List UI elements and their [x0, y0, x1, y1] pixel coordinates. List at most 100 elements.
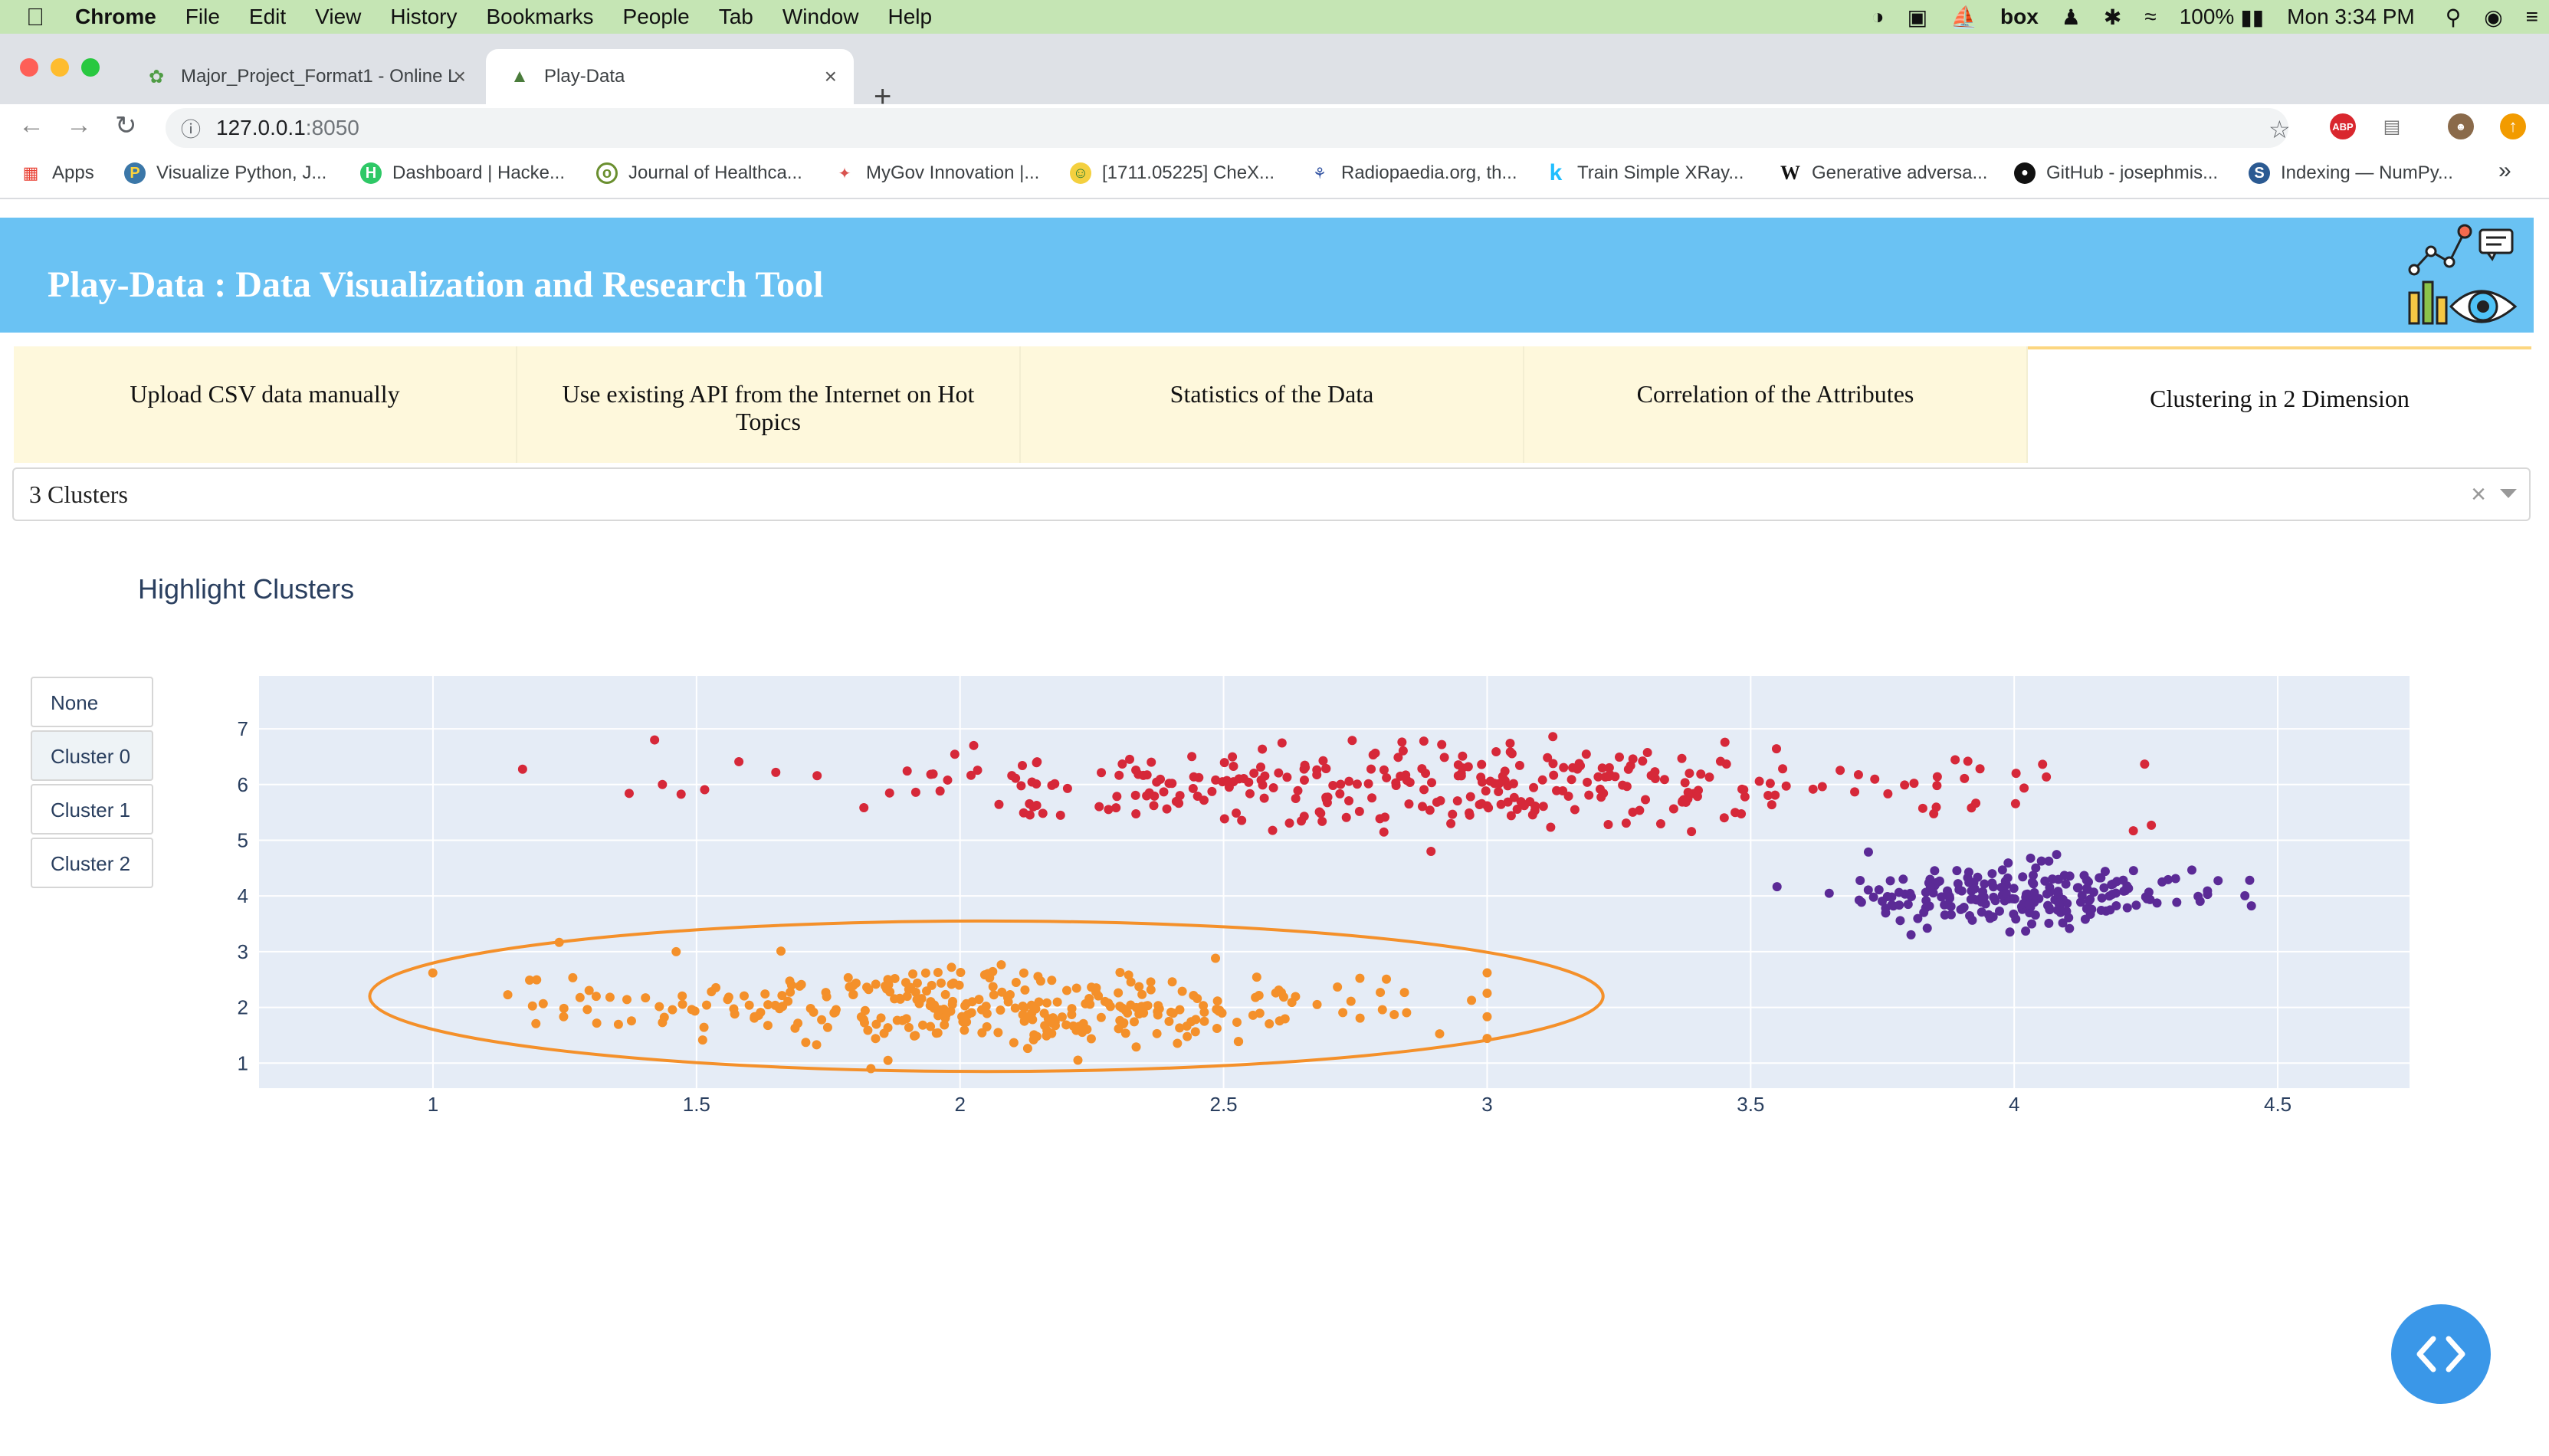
scatter-point-purple — [1905, 888, 1915, 898]
code-toggle-button[interactable] — [2391, 1304, 2491, 1404]
menu-chrome[interactable]: Chrome — [57, 5, 156, 28]
docker-icon[interactable]: ⛵ — [1950, 5, 1977, 29]
teams-icon[interactable]: ♟ — [2061, 5, 2081, 29]
scatter-point-red — [1527, 810, 1537, 820]
tab-clustering-2d[interactable]: Clustering in 2 Dimension — [2028, 346, 2531, 463]
bookmark-mygov[interactable]: ✦ MyGov Innovation |... — [834, 162, 1040, 184]
menu-history[interactable]: History — [372, 5, 457, 28]
bluetooth-icon[interactable]: ✱ — [2103, 5, 2122, 29]
forward-arrow-icon[interactable]: → — [66, 110, 92, 139]
scatter-point-orange — [776, 946, 786, 956]
scatter-point-purple — [2122, 903, 2132, 913]
highlight-cluster-2-button[interactable]: Cluster 2 — [31, 838, 153, 888]
scatter-point-orange — [929, 1003, 939, 1013]
window-close-button[interactable] — [20, 58, 38, 77]
site-info-icon[interactable]: ⓘ — [181, 117, 202, 141]
box-icon[interactable]: box — [2000, 5, 2039, 28]
update-icon[interactable]: ↑ — [2500, 113, 2526, 139]
bookmark-radiopaedia[interactable]: ⚘ Radiopaedia.org, th... — [1309, 162, 1517, 184]
bookmark-arxiv-chexnet[interactable]: ☺ [1711.05225] CheX... — [1070, 162, 1274, 184]
scatter-point-orange — [1382, 974, 1392, 984]
creative-cloud-icon[interactable]: ◑ — [1871, 5, 1885, 28]
bookmarks-bar: ▦ Apps P Visualize Python, J... H Dashbo… — [0, 152, 2549, 199]
spotlight-search-icon[interactable]: ⚲ — [2445, 5, 2462, 29]
scatter-point-purple — [2031, 863, 2041, 873]
scatter-point-red — [859, 802, 869, 812]
tab-upload-csv[interactable]: Upload CSV data manually — [14, 346, 517, 463]
scatter-point-orange — [914, 999, 924, 1008]
scatter-point-purple — [2024, 900, 2034, 910]
scatter-point-red — [1603, 820, 1613, 830]
adblock-plus-icon[interactable]: ABP — [2330, 113, 2356, 139]
apple-menu-icon[interactable]:  — [26, 3, 44, 31]
menu-edit[interactable]: Edit — [230, 5, 286, 28]
tab-close-icon[interactable]: × — [453, 64, 466, 88]
battery-icon[interactable]: ▮▮ — [2240, 5, 2265, 29]
menu-tab[interactable]: Tab — [700, 5, 753, 28]
bookmark-hackerrank[interactable]: H Dashboard | Hacke... — [360, 162, 565, 184]
scatter-point-orange — [1212, 1024, 1222, 1034]
scatter-point-red — [1604, 772, 1614, 782]
scatter-point-red — [1570, 805, 1580, 815]
scatter-point-red — [1917, 803, 1927, 813]
scatter-point-red — [1375, 814, 1385, 824]
scatter-point-orange — [1020, 985, 1030, 995]
bookmark-numpy-indexing[interactable]: S Indexing — NumPy... — [2249, 162, 2453, 184]
browser-tab-play-data[interactable]: ▲ Play-Data × — [486, 49, 854, 104]
scatter-point-orange — [906, 982, 916, 992]
scatter-point-red — [1284, 818, 1294, 828]
back-arrow-icon[interactable]: ← — [18, 110, 44, 139]
window-zoom-button[interactable] — [81, 58, 100, 77]
bookmark-visualize-python[interactable]: P Visualize Python, J... — [124, 162, 326, 184]
menu-bookmarks[interactable]: Bookmarks — [467, 5, 593, 28]
clear-selection-icon[interactable]: × — [2471, 479, 2486, 509]
screen-share-icon[interactable]: ▣ — [1907, 5, 1928, 29]
bookmark-github[interactable]: ● GitHub - josephmis... — [2014, 162, 2218, 184]
reload-icon[interactable]: ↻ — [115, 111, 137, 140]
scatter-point-red — [1509, 792, 1519, 802]
highlight-cluster-1-button[interactable]: Cluster 1 — [31, 784, 153, 835]
wifi-icon[interactable]: ≈ — [2144, 5, 2157, 28]
profile-avatar[interactable]: ☻ — [2448, 113, 2474, 139]
highlight-cluster-0-button[interactable]: Cluster 0 — [31, 730, 153, 781]
tab-close-icon[interactable]: × — [824, 64, 837, 88]
scatter-point-orange — [1212, 1005, 1222, 1015]
window-minimize-button[interactable] — [51, 58, 69, 77]
bookmark-apps[interactable]: ▦ Apps — [20, 162, 94, 184]
analytics-extension-icon[interactable]: ▤ — [2379, 113, 2405, 139]
scatter-point-orange — [1166, 1007, 1176, 1017]
menu-view[interactable]: View — [297, 5, 361, 28]
scatter-point-purple — [2195, 897, 2205, 907]
cluster-count-dropdown[interactable]: 3 Clusters × — [12, 467, 2531, 521]
tab-correlation[interactable]: Correlation of the Attributes — [1524, 346, 2028, 463]
scatter-point-red — [1398, 746, 1408, 756]
siri-icon[interactable]: ◉ — [2484, 5, 2503, 29]
menu-window[interactable]: Window — [763, 5, 859, 28]
menu-people[interactable]: People — [604, 5, 690, 28]
scatter-point-purple — [2119, 886, 2129, 896]
bookmark-journal-healthcare[interactable]: o Journal of Healthca... — [596, 162, 802, 184]
scatter-point-red — [1366, 764, 1376, 774]
clock[interactable]: Mon 3:34 PM — [2287, 5, 2415, 28]
scatter-point-purple — [2009, 894, 2019, 904]
scatter-point-orange — [1091, 983, 1101, 993]
scatter-point-red — [2128, 826, 2138, 836]
tab-statistics[interactable]: Statistics of the Data — [1021, 346, 1524, 463]
bookmark-star-icon[interactable]: ☆ — [2269, 116, 2291, 143]
menu-help[interactable]: Help — [869, 5, 932, 28]
scatter-point-purple — [2075, 897, 2085, 907]
tab-existing-api[interactable]: Use existing API from the Internet on Ho… — [517, 346, 1021, 463]
bookmark-wikipedia-gan[interactable]: W Generative adversa... — [1780, 162, 1988, 184]
scatter-point-red — [1335, 789, 1345, 799]
address-bar[interactable]: ⓘ 127.0.0.1:8050 — [166, 108, 2288, 148]
browser-tab-overleaf[interactable]: ✿ Major_Project_Format1 - Online L × — [123, 49, 483, 104]
chevron-down-icon[interactable] — [2500, 489, 2517, 498]
highlight-none-button[interactable]: None — [31, 677, 153, 727]
bookmarks-overflow-chevron-icon[interactable]: » — [2498, 158, 2511, 183]
scatter-point-purple — [2017, 904, 2027, 914]
scatter-point-red — [1293, 785, 1303, 795]
scatter-point-red — [1260, 771, 1270, 781]
notification-center-icon[interactable]: ≡ — [2525, 5, 2538, 28]
bookmark-kaggle-xray[interactable]: k Train Simple XRay... — [1545, 160, 1744, 185]
menu-file[interactable]: File — [166, 5, 220, 28]
